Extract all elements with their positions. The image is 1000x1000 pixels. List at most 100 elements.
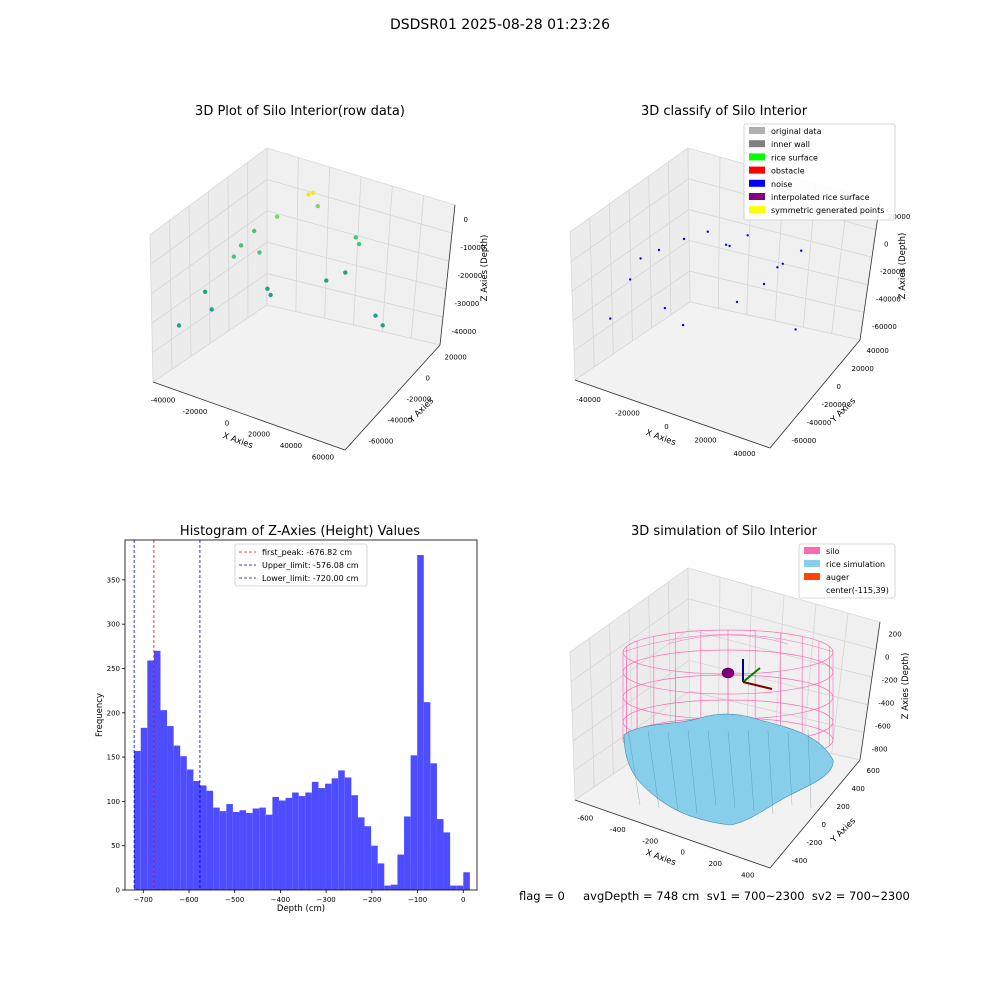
p2-legend-swatch [749, 166, 765, 174]
p2-legend-label: obstacle [771, 167, 805, 176]
hist-bar [134, 750, 141, 890]
p2-z-axis-line [859, 201, 881, 341]
hist-bar [226, 804, 233, 890]
rice-mesh [687, 729, 698, 815]
hist-frame [124, 539, 478, 891]
p1-gridline [208, 191, 211, 344]
p1-y-tick-label: 20000 [445, 354, 467, 362]
hist-bar [404, 816, 411, 890]
axis-arrow-y [742, 667, 761, 683]
p1-z-tick-label: 0 [464, 216, 468, 224]
hist-bar [344, 777, 352, 890]
p1-gridline [169, 220, 173, 370]
p4-gridline [667, 581, 672, 736]
p2-y-tick-label: 0 [837, 383, 841, 391]
p1-x-tick-label: 40000 [280, 442, 302, 450]
p1-x-axis-line [152, 381, 346, 451]
hist-bar [278, 800, 286, 890]
p2-gridline [589, 217, 595, 368]
hist-y-tick-label: 350 [107, 576, 120, 584]
p4-gridline [746, 585, 753, 735]
p1-point [380, 323, 385, 328]
p1-point [311, 190, 316, 195]
hist-bar [318, 788, 326, 890]
p1-z-axis-label: Z Axies (Depth) [480, 235, 490, 302]
p4-gridline [831, 612, 849, 754]
p1-z-tick-label: -40000 [452, 328, 477, 336]
hist-bar [272, 796, 279, 890]
hist-bar [377, 863, 385, 890]
p2-point [639, 257, 642, 260]
p4-y-tick-label: 200 [837, 803, 850, 811]
p4-x-tick-label: -400 [610, 826, 626, 834]
hist-bar [430, 763, 437, 890]
hist-x-tick-label: −400 [271, 896, 290, 904]
p1-point [176, 323, 182, 328]
hist-bar [292, 792, 299, 890]
hist-x-tick-label: −700 [134, 896, 153, 904]
p1-z-tick-label: -30000 [455, 300, 480, 308]
hist-bar [325, 783, 332, 890]
p4-y-axis-line [769, 759, 861, 869]
p1-x-tick-label: -20000 [183, 408, 208, 416]
p4-legend-label: silo [826, 547, 840, 556]
hist-bar [357, 817, 365, 890]
p2-point [663, 306, 667, 310]
hist-bar [153, 650, 161, 890]
p1-gridline [188, 205, 192, 357]
scatter3d-classify: -40000 -20000 0 20000 40000 -60000 -40000 -2000… [569, 123, 910, 458]
p1-point [274, 214, 280, 219]
p1-point [315, 203, 320, 209]
p1-x-tick-label: 20000 [248, 431, 270, 439]
p2-point [781, 262, 784, 265]
p2-point [724, 243, 728, 246]
p2-x-tick-label: 0 [664, 423, 668, 431]
p2-y-tick-label: -40000 [807, 419, 832, 427]
rice-mesh [767, 730, 774, 815]
p1-gridline [247, 162, 249, 318]
p1-gridline [227, 176, 230, 331]
p1-point [268, 292, 273, 298]
hist-x-tick-label: −500 [225, 896, 244, 904]
hist-bar [285, 797, 293, 890]
hist-x-tick-label: −600 [179, 896, 198, 904]
p2-gridline [648, 175, 653, 329]
p1-gridline [295, 157, 299, 312]
rice-mesh [807, 729, 812, 809]
hist-bar [147, 660, 154, 890]
hist-y-tick-label: 0 [116, 887, 120, 895]
p4-x-tick-label: 200 [709, 860, 722, 868]
p2-gridline [667, 161, 672, 316]
p4-x-axis-label: X Axies [644, 848, 677, 868]
hist-bar [305, 792, 312, 890]
p1-point [324, 278, 329, 283]
p4-z-tick-label: -400 [878, 700, 894, 708]
hist-y-tick-label: 100 [107, 798, 120, 806]
figure-title: DSDSR01 2025-08-28 01:23:26 [389, 17, 610, 33]
p4-y-tick-label: 0 [822, 821, 826, 829]
p2-legend-swatch [749, 206, 765, 214]
p1-point [257, 250, 262, 255]
hist-x-tick-label: −200 [362, 896, 381, 904]
p1-gridline [410, 195, 425, 339]
p2-legend-box [743, 123, 896, 221]
p4-gridline [608, 623, 614, 775]
p1-point [356, 241, 362, 247]
p4-gridline [802, 603, 817, 748]
hist-y-axis-label: Frequency [95, 693, 105, 737]
p2-y-tick-label: 20000 [852, 365, 874, 373]
histogram: −700 −600 −500 −400 −300 −200 −100 0 0 50 100 150 20… [95, 539, 478, 914]
p4-gridline [717, 576, 721, 729]
p2-point [628, 278, 632, 281]
hist-y-tick-label: 150 [107, 754, 120, 762]
p2-z-tick-label: 20000 [888, 213, 910, 221]
p2-legend-swatch [749, 140, 765, 148]
p2-x-tick-label: -40000 [576, 396, 601, 404]
hist-bar [186, 769, 194, 890]
p2-point [657, 248, 661, 252]
hist-bar [298, 796, 306, 890]
silo-ring [622, 649, 834, 695]
p4-x-tick-label: -600 [577, 815, 593, 823]
p1-y-tick-label: -60000 [369, 438, 394, 446]
